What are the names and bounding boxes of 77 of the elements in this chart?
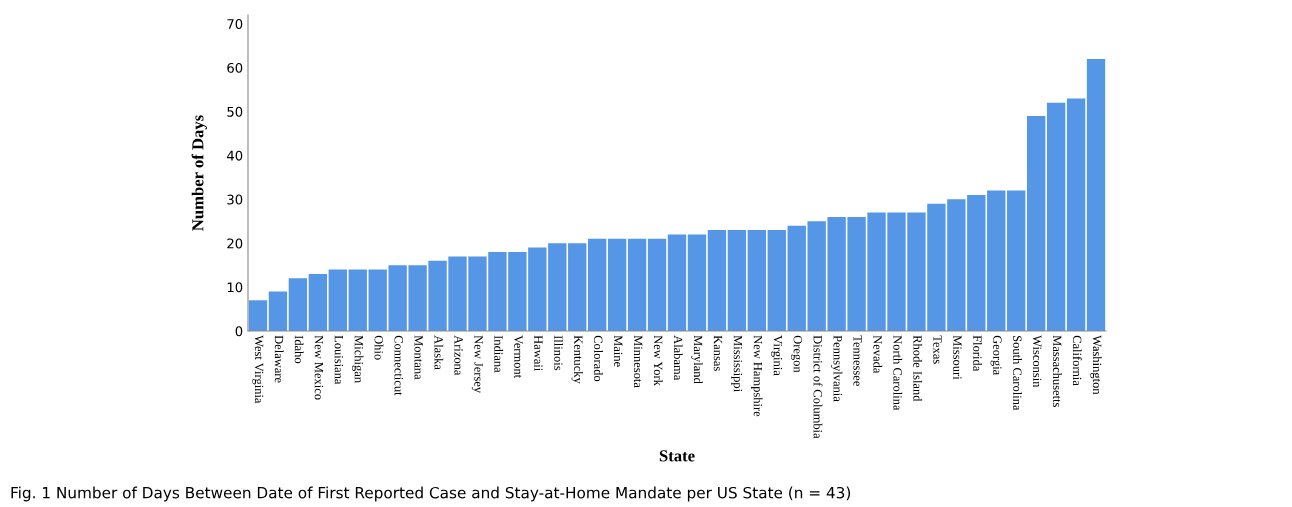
y-tick-label: 50 <box>227 106 243 117</box>
x-tick-label: Mississippi <box>731 335 743 392</box>
x-tick-label: Tennessee <box>853 335 862 386</box>
bar <box>308 273 328 331</box>
y-tick-label: 30 <box>227 194 243 205</box>
x-tick-label: Louisiana <box>334 335 344 385</box>
x-tick-label: South Carolina <box>1013 336 1022 411</box>
x-tick-label: Massachusetts <box>1052 335 1062 407</box>
x-tick-label: Ohio <box>374 335 384 360</box>
bar <box>987 190 1006 331</box>
bar <box>747 230 766 331</box>
x-tick-label: District of Columbia <box>813 335 823 439</box>
bar <box>1046 102 1066 331</box>
x-tick-label: Kansas <box>713 335 723 371</box>
x-tick-label: Nevada <box>873 335 883 374</box>
x-tick-label: Rhode Island <box>913 335 923 402</box>
x-tick-label: New York <box>653 335 663 386</box>
bar <box>348 269 367 331</box>
x-tick-label: Virginia <box>771 335 783 376</box>
y-tick-label: 60 <box>227 62 243 73</box>
x-tick-label: Pennsylvania <box>830 335 843 402</box>
bar <box>248 300 268 331</box>
bar <box>588 238 607 331</box>
bar <box>687 234 707 331</box>
x-tick-label: Minnesota <box>633 335 643 388</box>
y-tick-label: 40 <box>226 150 243 161</box>
x-tick-label: West Virginia <box>252 335 264 404</box>
caption: Fig. 1 Number of Days Between Date of First Reported Case and Stay-at-Home Mandate per US State (n = 43) <box>11 486 851 502</box>
x-tick-label: Idaho <box>294 335 304 364</box>
y-tick-label: 70 <box>227 19 243 29</box>
bar <box>667 234 687 331</box>
bar <box>627 238 647 331</box>
x-tick-label: California <box>1072 335 1082 386</box>
x-tick-label: Colorado <box>594 335 603 382</box>
x-tick-label: Wisconsin <box>1032 335 1042 388</box>
x-tick-label: Maine <box>614 335 623 367</box>
y-tick-label: 20 <box>227 238 243 249</box>
bar <box>1007 190 1026 331</box>
x-tick-label: Connecticut <box>394 335 403 396</box>
bar <box>707 230 727 331</box>
x-tick-label: Michigan <box>352 335 364 383</box>
y-axis-title: Number of Days <box>191 115 207 231</box>
bar <box>1026 115 1046 331</box>
x-tick-label: North Carolina <box>893 335 903 411</box>
x-tick-label: New Hampshire <box>751 335 763 417</box>
x-tick-label: Illinois <box>554 335 563 371</box>
x-tick-label: Montana <box>414 335 423 380</box>
bar <box>1086 58 1106 331</box>
x-tick-label: Kentucky <box>571 335 583 384</box>
x-tick-label: Florida <box>973 335 982 372</box>
x-tick-label: Oregon <box>791 335 803 373</box>
x-tick-label: Missouri <box>953 335 962 380</box>
x-tick-label: Arizona <box>454 335 463 376</box>
x-tick-label: Georgia <box>990 335 1002 376</box>
y-tick-label: 0 <box>235 326 243 337</box>
x-tick-label: Indiana <box>494 335 504 373</box>
x-tick-label: Hawaii <box>534 335 543 372</box>
bar <box>288 278 308 331</box>
x-tick-label: Alabama <box>673 335 683 381</box>
bar <box>607 238 627 331</box>
x-tick-label: Washington <box>1090 335 1102 395</box>
x-tick-label: New Mexico <box>314 335 324 400</box>
x-tick-label: Vermont <box>514 335 523 379</box>
x-tick-label: New Jersey <box>471 335 483 394</box>
x-tick-label: Delaware <box>274 335 284 383</box>
x-tick-label: Texas <box>933 335 942 364</box>
x-axis-title: State <box>659 450 695 462</box>
bar <box>568 243 587 331</box>
x-tick-label: Maryland <box>691 335 703 384</box>
bar <box>328 269 347 331</box>
bar <box>1066 98 1086 331</box>
bar <box>268 291 288 331</box>
bar <box>767 230 786 331</box>
bar <box>727 230 747 331</box>
bar <box>647 238 667 331</box>
x-tick-label: Alaska <box>434 335 444 370</box>
y-tick-label: 10 <box>227 282 243 293</box>
